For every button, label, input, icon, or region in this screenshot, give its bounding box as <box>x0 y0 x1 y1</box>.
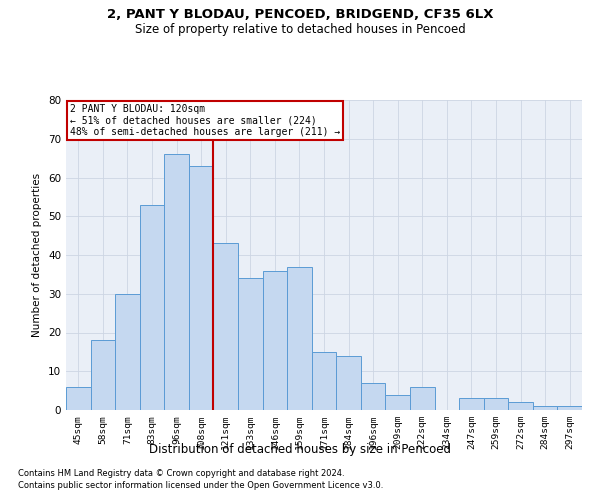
Bar <box>312 352 336 410</box>
Bar <box>66 387 91 410</box>
Bar <box>410 387 434 410</box>
Text: 2 PANT Y BLODAU: 120sqm
← 51% of detached houses are smaller (224)
48% of semi-d: 2 PANT Y BLODAU: 120sqm ← 51% of detache… <box>70 104 340 137</box>
Text: Contains HM Land Registry data © Crown copyright and database right 2024.: Contains HM Land Registry data © Crown c… <box>18 468 344 477</box>
Y-axis label: Number of detached properties: Number of detached properties <box>32 173 43 337</box>
Bar <box>508 402 533 410</box>
Bar <box>484 398 508 410</box>
Text: 2, PANT Y BLODAU, PENCOED, BRIDGEND, CF35 6LX: 2, PANT Y BLODAU, PENCOED, BRIDGEND, CF3… <box>107 8 493 20</box>
Bar <box>238 278 263 410</box>
Bar <box>91 340 115 410</box>
Bar <box>385 394 410 410</box>
Bar <box>115 294 140 410</box>
Bar <box>214 244 238 410</box>
Bar <box>140 204 164 410</box>
Bar <box>287 266 312 410</box>
Text: Size of property relative to detached houses in Pencoed: Size of property relative to detached ho… <box>134 22 466 36</box>
Bar <box>361 383 385 410</box>
Bar <box>164 154 189 410</box>
Bar <box>336 356 361 410</box>
Bar <box>189 166 214 410</box>
Bar <box>459 398 484 410</box>
Bar <box>533 406 557 410</box>
Bar <box>263 270 287 410</box>
Text: Distribution of detached houses by size in Pencoed: Distribution of detached houses by size … <box>149 442 451 456</box>
Bar <box>557 406 582 410</box>
Text: Contains public sector information licensed under the Open Government Licence v3: Contains public sector information licen… <box>18 481 383 490</box>
